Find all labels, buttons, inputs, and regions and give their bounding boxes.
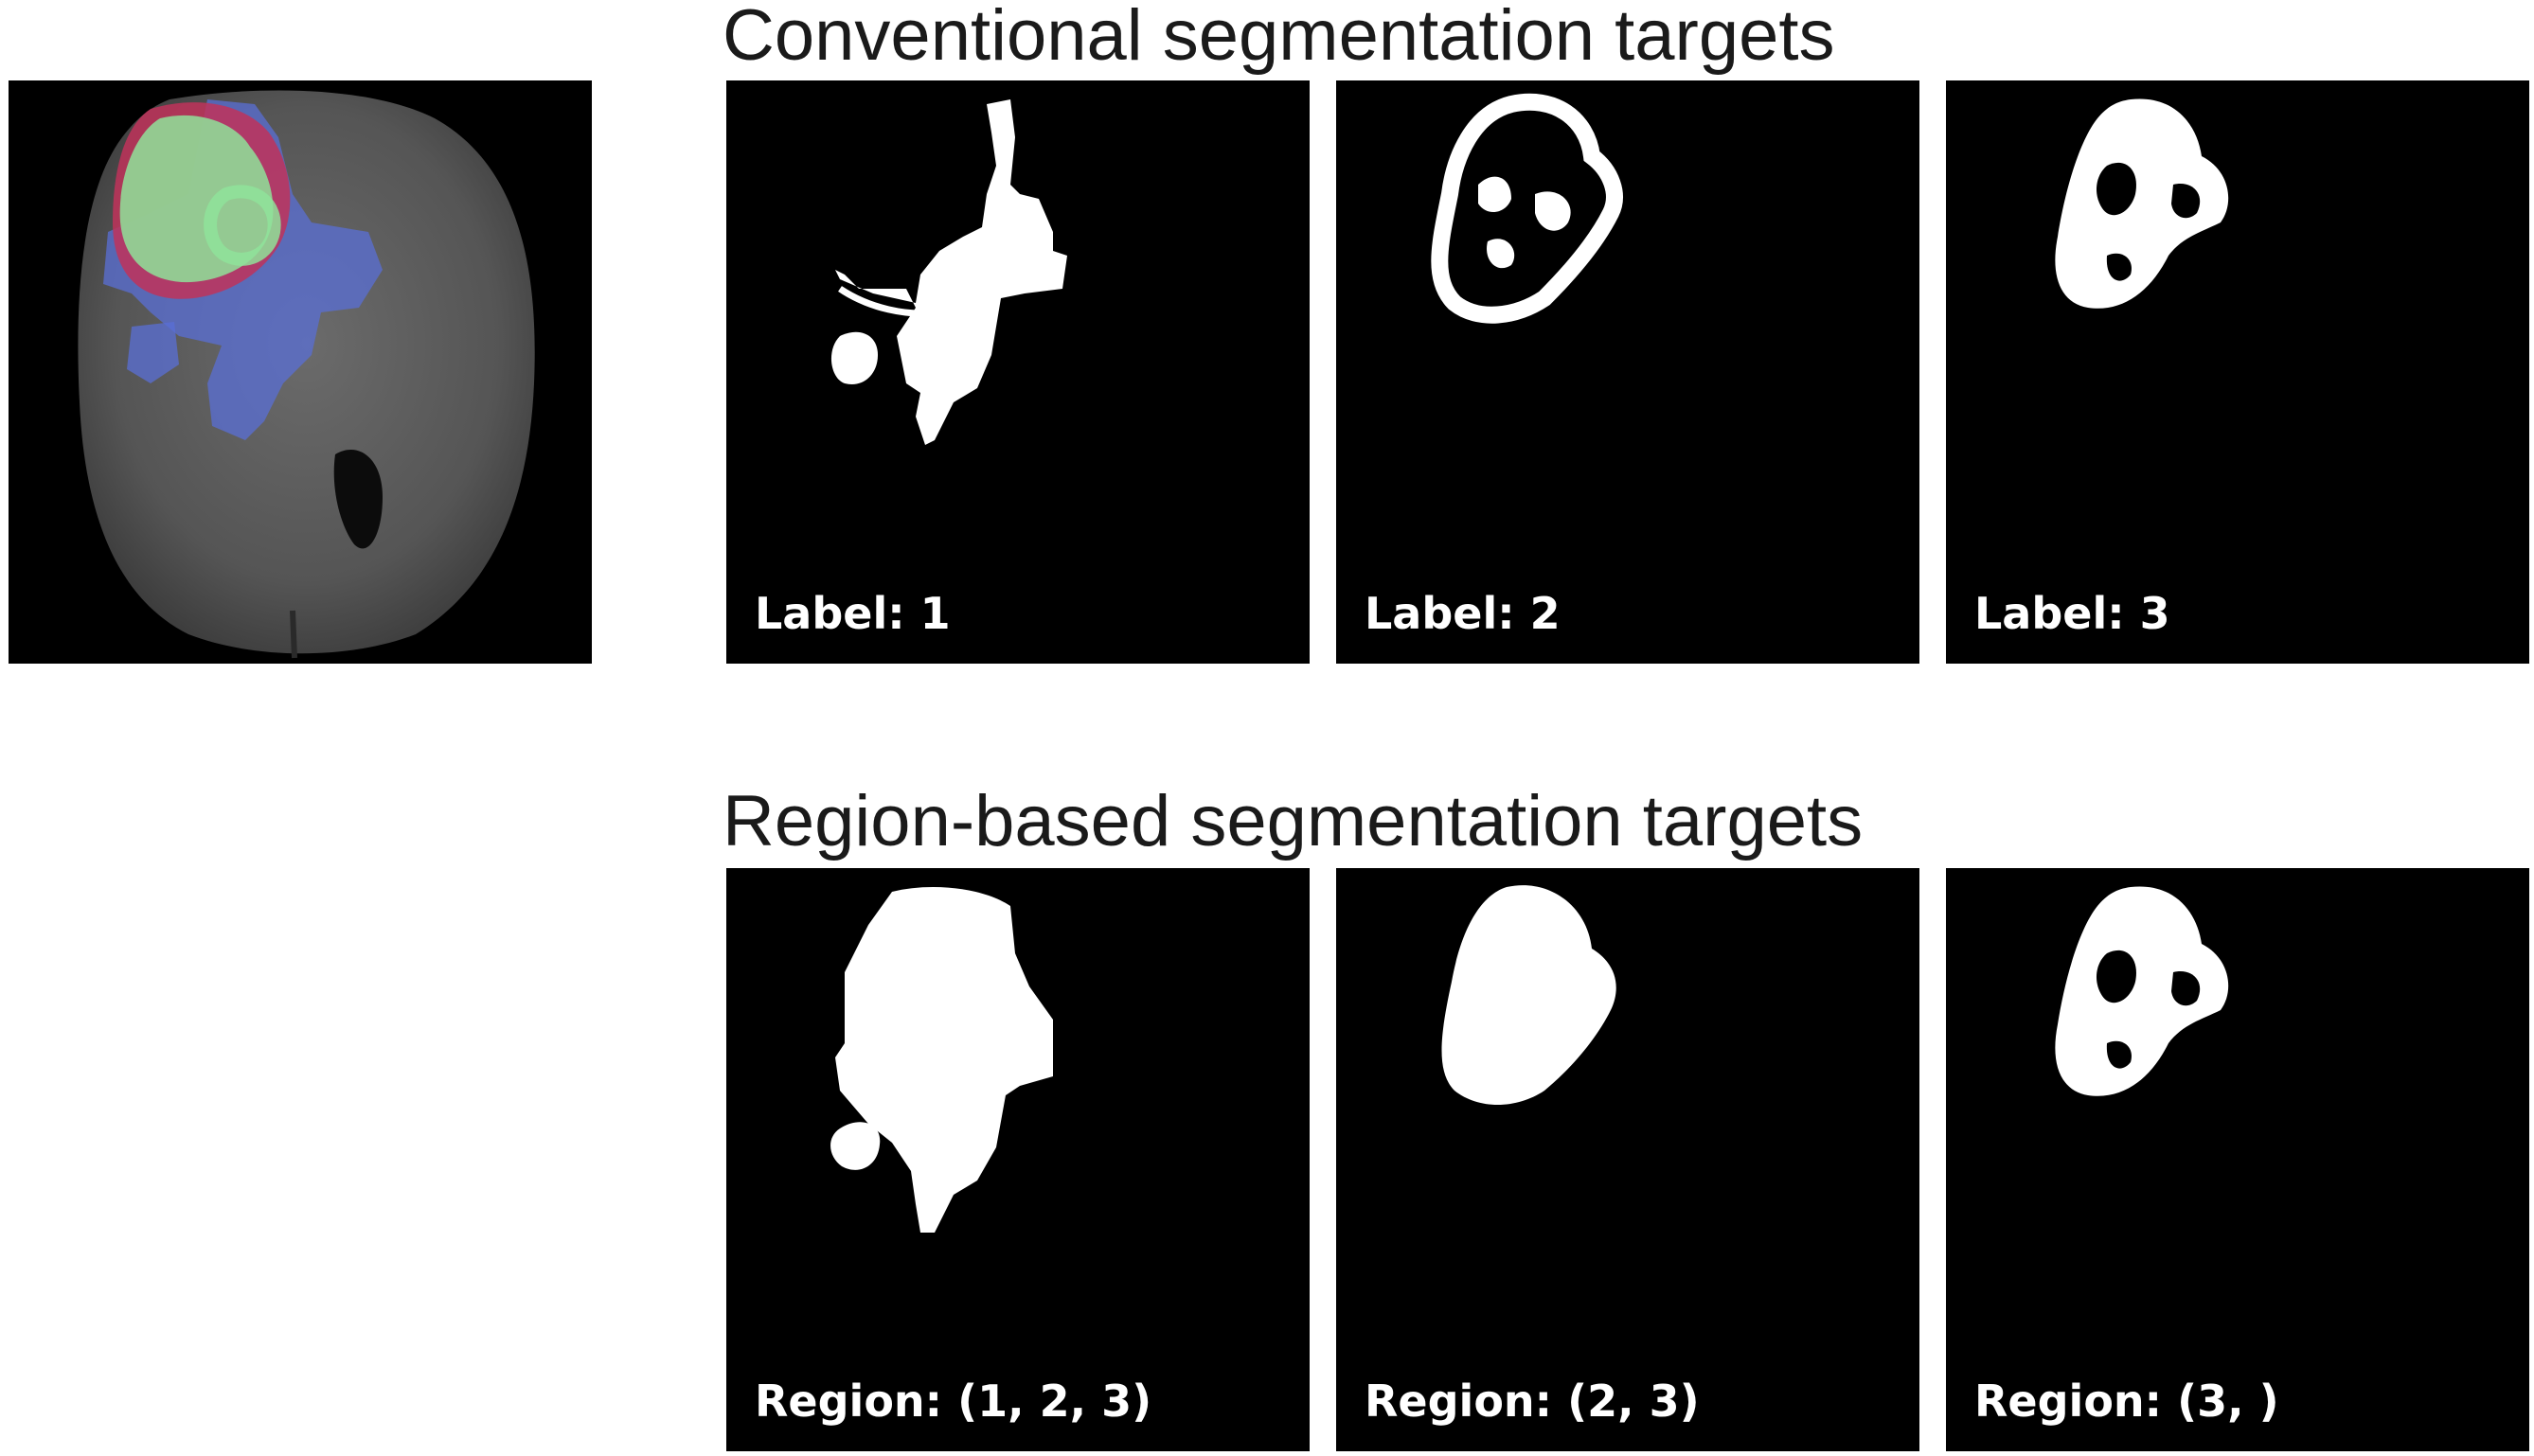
region-3-mask (2055, 886, 2229, 1096)
region-23-mask (1441, 885, 1616, 1105)
region-3-hole-b (2171, 971, 2201, 1006)
label-1-caption: Label: 1 (755, 588, 951, 639)
region-123-panel: Region: (1, 2, 3) (726, 868, 1310, 1451)
region-based-title: Region-based segmentation targets (723, 781, 1864, 861)
label-3-caption: Label: 3 (1974, 588, 2170, 639)
label-2-inner-blob-b (1535, 191, 1571, 231)
brain-midline (290, 610, 297, 659)
overlay-label-1-island (127, 322, 179, 383)
label-2-caption: Label: 2 (1365, 588, 1561, 639)
region-3-caption: Region: (3, ) (1974, 1376, 2279, 1427)
mri-overlay-image (9, 80, 592, 664)
region-123-caption: Region: (1, 2, 3) (755, 1376, 1152, 1427)
region-23-panel: Region: (2, 3) (1336, 868, 1919, 1451)
label-2-ring-shape (1431, 93, 1623, 324)
region-123-island (830, 1122, 881, 1170)
region-123-mask (830, 887, 1053, 1233)
label-2-inner-blob-a (1478, 176, 1511, 213)
region-3-hole-a (2096, 950, 2136, 1003)
label-3-hole-c (2106, 253, 2132, 281)
label-3-hole-b (2171, 184, 2201, 219)
region-123-main-shape (835, 887, 1053, 1233)
label-3-shape (2055, 98, 2229, 309)
conventional-title: Conventional segmentation targets (723, 0, 1835, 76)
label-3-mask (2055, 98, 2229, 309)
label-3-panel: Label: 3 (1946, 80, 2529, 664)
region-3-panel: Region: (3, ) (1946, 868, 2529, 1451)
region-23-caption: Region: (2, 3) (1365, 1376, 1700, 1427)
label-1-island (830, 331, 878, 384)
ventricle-dark (333, 450, 383, 549)
mri-brain-scan (9, 80, 592, 664)
region-23-shape (1441, 885, 1616, 1105)
overlay-label-3 (119, 115, 274, 283)
label-2-panel: Label: 2 (1336, 80, 1919, 664)
label-1-panel: Label: 1 (726, 80, 1310, 664)
region-3-hole-c (2106, 1040, 2132, 1069)
label-1-main-shape (835, 99, 1067, 445)
label-1-arc (838, 286, 945, 317)
label-3-hole-a (2096, 162, 2136, 216)
overlay-label-3-ring (204, 185, 281, 266)
region-3-shape (2055, 886, 2229, 1096)
label-2-mask (1431, 93, 1623, 324)
label-2-inner-blob-c (1487, 239, 1515, 269)
label-1-mask (830, 99, 1067, 445)
